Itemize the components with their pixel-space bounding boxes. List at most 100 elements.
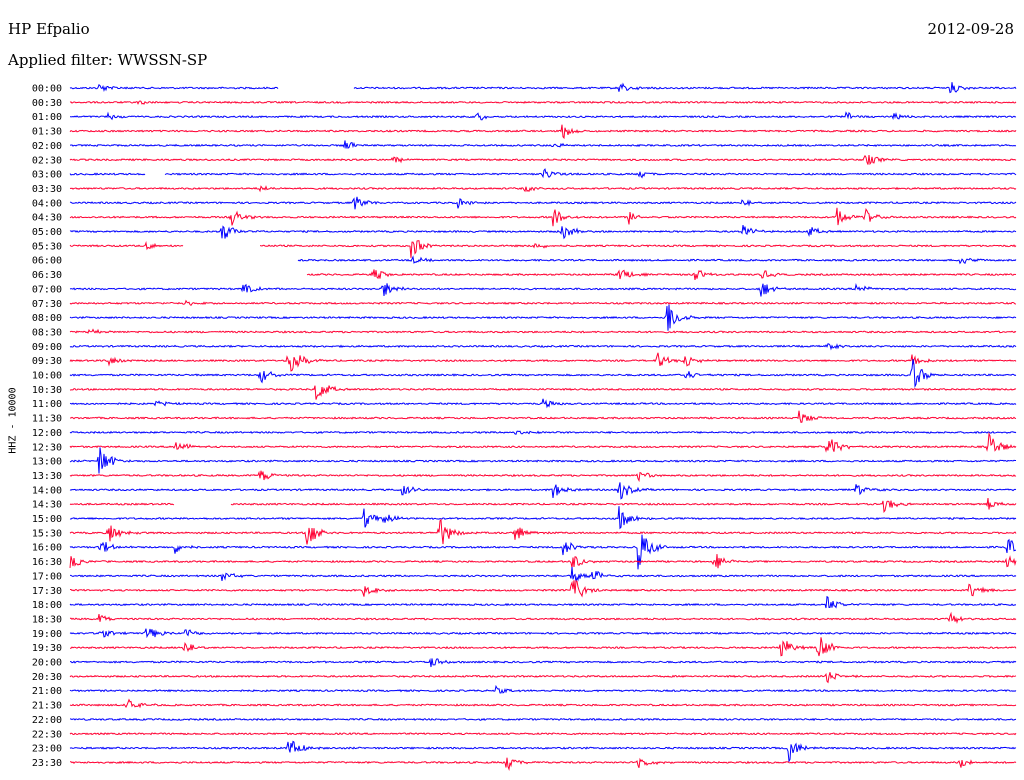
time-label: 20:00 — [32, 658, 62, 669]
trace-line — [69, 740, 1017, 763]
time-label: 15:00 — [32, 514, 62, 525]
time-label: 23:00 — [32, 744, 62, 755]
time-label: 07:00 — [32, 284, 62, 295]
time-label: 03:30 — [32, 184, 62, 195]
trace-line — [70, 566, 1017, 583]
time-label: 20:30 — [32, 672, 62, 683]
trace-line — [69, 225, 1017, 240]
trace-line — [69, 447, 1016, 474]
trace-line — [69, 534, 1016, 570]
trace-line — [69, 299, 1017, 307]
trace-line — [69, 684, 1017, 694]
time-label: 10:30 — [32, 385, 62, 396]
time-label: 01:00 — [32, 112, 62, 123]
time-label: 05:00 — [32, 227, 62, 238]
trace-line — [306, 269, 1017, 280]
time-label: 19:30 — [32, 643, 62, 654]
trace-line — [69, 343, 1017, 351]
trace-line — [69, 398, 1017, 409]
time-label: 09:00 — [32, 342, 62, 353]
time-label: 21:00 — [32, 686, 62, 697]
trace-line — [69, 554, 1017, 569]
trace-line — [70, 757, 1017, 771]
trace-line — [70, 111, 1017, 121]
trace-line — [69, 328, 1017, 334]
time-label: 21:30 — [32, 701, 62, 712]
trace-line — [69, 385, 1017, 400]
trace-line — [69, 304, 1017, 331]
filter-label: Applied filter: WWSSN-SP — [8, 51, 208, 69]
trace-line — [70, 580, 1017, 598]
time-label: 16:30 — [32, 557, 62, 568]
time-label: 18:00 — [32, 600, 62, 611]
trace-line — [69, 196, 1017, 210]
time-label: 04:00 — [32, 198, 62, 209]
time-label: 00:00 — [32, 84, 62, 95]
trace-line — [69, 717, 1017, 722]
trace-line — [70, 637, 1017, 657]
time-label: 22:30 — [32, 729, 62, 740]
trace-line — [69, 732, 1017, 736]
trace-line — [69, 611, 1017, 624]
trace-line — [69, 124, 1017, 140]
trace-line — [69, 283, 1017, 297]
time-label: 06:30 — [32, 270, 62, 281]
time-label: 07:30 — [32, 299, 62, 310]
trace-line — [69, 628, 1017, 639]
trace-line — [69, 168, 1017, 179]
time-label: 13:30 — [32, 471, 62, 482]
time-label: 01:30 — [32, 127, 62, 138]
trace-line — [69, 698, 1017, 709]
trace-line — [69, 240, 1017, 258]
time-label: 03:00 — [32, 170, 62, 181]
time-label: 12:00 — [32, 428, 62, 439]
time-label: 06:00 — [32, 256, 62, 267]
trace-line — [69, 506, 1017, 530]
time-label: 23:30 — [32, 758, 62, 769]
time-label: 02:00 — [32, 141, 62, 152]
trace-line — [69, 470, 1017, 483]
time-label: 17:30 — [32, 586, 62, 597]
trace-line — [69, 154, 1017, 166]
trace-line — [70, 410, 1017, 424]
trace-line — [297, 255, 1017, 265]
trace-line — [69, 498, 1017, 513]
trace-line — [69, 207, 1017, 227]
time-label: 08:30 — [32, 327, 62, 338]
date-label: 2012-09-28 — [927, 20, 1014, 38]
trace-line — [69, 431, 1017, 453]
time-label: 17:00 — [32, 571, 62, 582]
time-label: 14:00 — [32, 485, 62, 496]
time-label: 00:30 — [32, 98, 62, 109]
trace-line — [70, 657, 1017, 668]
trace-line — [69, 482, 1017, 500]
trace-line — [69, 430, 1017, 435]
time-label: 22:00 — [32, 715, 62, 726]
time-label: 02:30 — [32, 155, 62, 166]
time-label: 11:30 — [32, 414, 62, 425]
time-label: 13:00 — [32, 457, 62, 468]
time-label-group: 00:00 00:30 01:00 01:30 02:00 02:30 03:00 03:30… — [32, 84, 62, 769]
trace-line — [69, 185, 1017, 193]
trace-line — [69, 100, 1017, 105]
trace-line — [70, 140, 1017, 149]
trace-group — [69, 82, 1017, 771]
time-label: 19:00 — [32, 629, 62, 640]
trace-line — [69, 518, 1017, 545]
trace-line — [69, 359, 1017, 389]
time-label: 10:00 — [32, 371, 62, 382]
station-title: HP Efpalio — [8, 20, 90, 38]
trace-line — [69, 82, 1017, 94]
time-label: 04:30 — [32, 213, 62, 224]
trace-line — [69, 352, 1017, 372]
time-label: 11:00 — [32, 399, 62, 410]
time-label: 05:30 — [32, 241, 62, 252]
time-label: 09:30 — [32, 356, 62, 367]
time-label: 18:30 — [32, 614, 62, 625]
time-label: 16:00 — [32, 543, 62, 554]
time-label: 08:00 — [32, 313, 62, 324]
time-label: 14:30 — [32, 500, 62, 511]
time-label: 12:30 — [32, 442, 62, 453]
trace-line — [69, 595, 1017, 609]
